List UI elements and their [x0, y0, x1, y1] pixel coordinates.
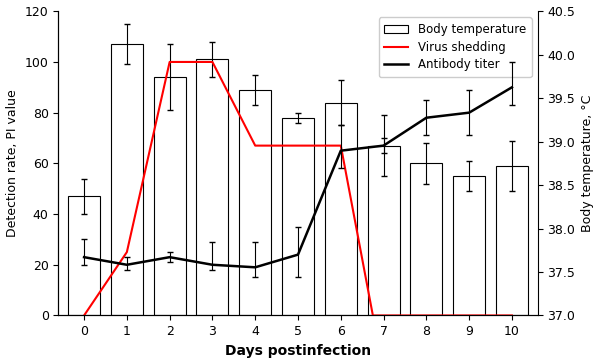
Bar [111, 44, 143, 316]
Bar [410, 163, 442, 316]
Bar [154, 77, 185, 316]
Y-axis label: Detection rate, PI value: Detection rate, PI value [6, 90, 19, 237]
Legend: Body temperature, Virus shedding, Antibody titer: Body temperature, Virus shedding, Antibo… [379, 17, 532, 78]
Bar [239, 90, 271, 316]
Bar [325, 103, 357, 316]
Bar [496, 166, 528, 316]
Bar [68, 196, 100, 316]
Y-axis label: Body temperature, °C: Body temperature, °C [581, 95, 594, 232]
Bar [453, 176, 485, 316]
Bar [282, 118, 314, 316]
Bar [368, 146, 400, 316]
X-axis label: Days postinfection: Days postinfection [225, 344, 371, 358]
Bar [196, 59, 229, 316]
